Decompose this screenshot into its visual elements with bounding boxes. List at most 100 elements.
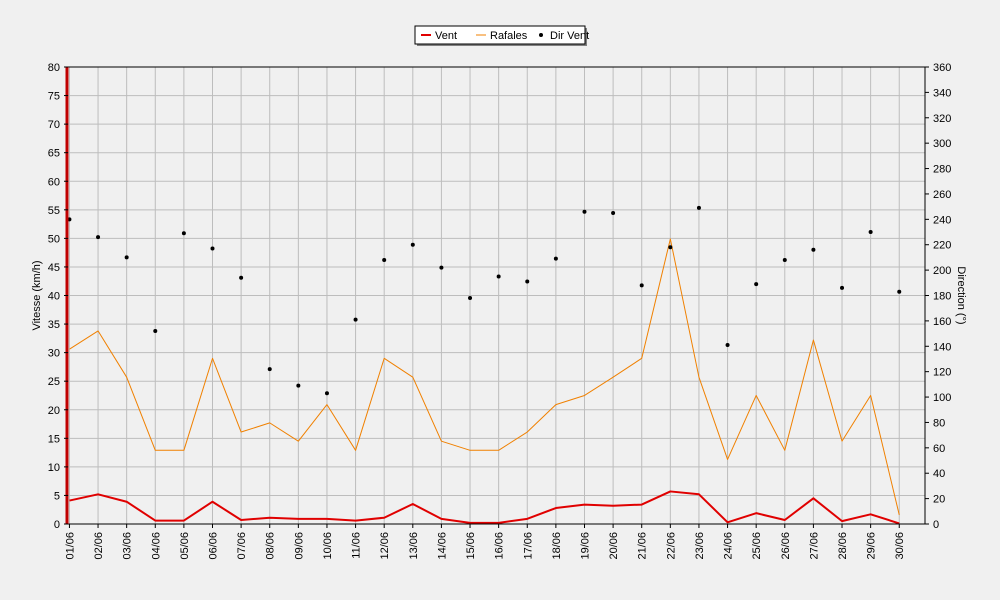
x-tick-label: 13/06 [408,532,420,560]
legend-box [414,25,586,45]
data-point-dir-vent [96,235,101,240]
series-line-vent [69,490,900,525]
data-point-dir-vent [639,283,644,288]
left-tick-label: 35 [48,319,60,331]
left-tick-label: 10 [48,462,60,474]
right-tick-label: 160 [933,316,951,328]
left-tick-label: 75 [48,91,60,103]
right-tick-label: 180 [933,291,951,303]
data-point-dir-vent [582,209,587,214]
right-tick-label: 60 [933,443,945,455]
data-point-dir-vent [811,247,816,252]
data-point-dir-vent [353,317,358,322]
data-point-dir-vent [868,230,873,235]
x-tick-label: 02/06 [93,532,105,560]
data-point-dir-vent [124,255,129,260]
legend-label-dir-vent: Dir Vent [550,30,589,42]
data-point-dir-vent [525,279,530,284]
x-tick-label: 01/06 [64,532,76,560]
right-tick-label: 40 [933,468,945,480]
right-tick-label: 360 [933,62,951,74]
x-tick-label: 18/06 [551,532,563,560]
data-point-dir-vent [439,265,444,270]
left-tick-label: 45 [48,262,60,274]
x-tick-label: 09/06 [293,532,305,560]
x-tick-label: 14/06 [436,532,448,560]
x-tick-label: 15/06 [465,532,477,560]
data-point-dir-vent [267,367,272,372]
data-point-dir-vent [696,205,701,210]
series-line-rafales [69,238,900,515]
data-point-dir-vent [897,289,902,294]
x-tick-label: 11/06 [351,532,363,559]
x-tick-label: 06/06 [208,532,220,560]
right-tick-label: 140 [933,341,951,353]
left-tick-label: 30 [48,348,60,360]
series-layer [67,205,902,525]
legend: Vent Rafales Dir Vent [414,25,589,46]
grid-lines [68,66,925,525]
right-axis-title: Direction (°) [955,266,967,324]
right-tick-label: 20 [933,494,945,506]
left-tick-label: 70 [48,119,60,131]
x-tick-label: 25/06 [751,532,763,560]
right-tick-label: 120 [933,367,951,379]
x-tick-label: 05/06 [179,532,191,560]
x-tick-label: 07/06 [236,532,248,560]
data-point-dir-vent [468,296,473,301]
x-tick-label: 28/06 [837,532,849,560]
x-tick-label: 10/06 [322,532,334,560]
x-tick-label: 21/06 [637,532,649,560]
x-tick-label: 08/06 [265,532,277,560]
x-tick-label: 26/06 [780,532,792,560]
x-tick-label: 17/06 [522,532,534,560]
x-tick-label: 03/06 [122,532,134,560]
data-point-dir-vent [239,275,244,280]
left-tick-label: 80 [48,62,60,74]
left-tick-label: 25 [48,376,60,388]
legend-swatch-dir-vent [539,33,543,37]
data-point-dir-vent [782,257,787,262]
x-tick-label: 12/06 [379,532,391,560]
left-tick-label: 65 [48,148,60,160]
data-point-dir-vent [210,246,215,251]
axes-layer: 0 5 10 15 20 25 30 35 40 45 50 55 60 65 70 75 80 0 20 40 60 8… [31,62,967,560]
left-tick-label: 60 [48,176,60,188]
data-point-dir-vent [496,274,501,279]
right-tick-label: 320 [933,113,951,125]
data-point-dir-vent [324,391,329,396]
data-point-dir-vent [725,343,730,348]
left-tick-label: 15 [48,433,60,445]
x-tick-label: 29/06 [866,532,878,560]
right-tick-label: 80 [933,417,945,429]
data-point-dir-vent [382,257,387,262]
left-tick-label: 20 [48,405,60,417]
right-tick-label: 340 [933,87,951,99]
x-tick-label: 22/06 [665,532,677,560]
left-tick-label: 0 [54,519,60,531]
x-tick-label: 20/06 [608,532,620,560]
left-tick-label: 55 [48,205,60,217]
x-tick-label: 04/06 [150,532,162,560]
data-point-dir-vent [296,383,301,388]
x-tick-label: 19/06 [579,532,591,560]
data-point-dir-vent [611,210,616,215]
right-tick-label: 260 [933,189,951,201]
x-tick-label: 30/06 [894,532,906,560]
left-tick-label: 5 [54,490,60,502]
legend-label-rafales: Rafales [490,30,528,42]
x-tick-label: 16/06 [494,532,506,560]
right-tick-label: 240 [933,214,951,226]
data-point-dir-vent [840,285,845,290]
x-tick-label: 23/06 [694,532,706,560]
data-point-dir-vent [410,242,415,247]
x-tick-label: 27/06 [808,532,820,560]
left-tick-label: 40 [48,291,60,303]
right-tick-label: 300 [933,138,951,150]
legend-label-vent: Vent [435,30,457,42]
data-point-dir-vent [153,329,158,334]
data-point-dir-vent [754,282,759,287]
data-point-dir-vent [553,256,558,261]
